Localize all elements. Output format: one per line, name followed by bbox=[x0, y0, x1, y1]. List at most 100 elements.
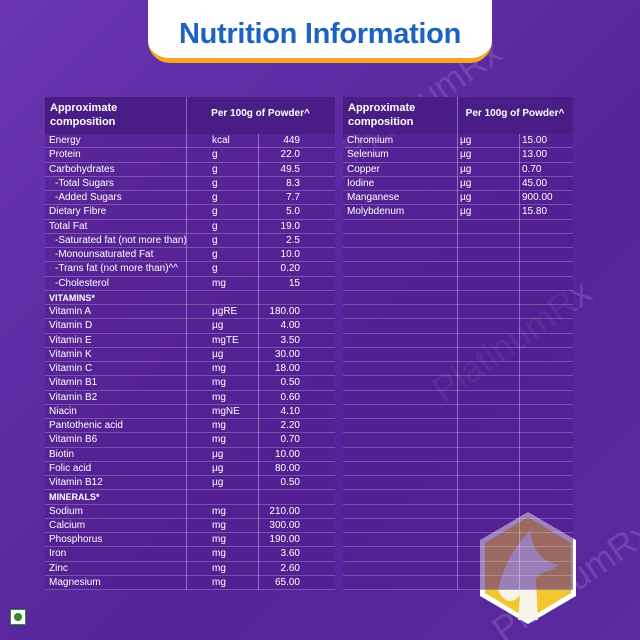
value: 49.5 bbox=[280, 163, 300, 175]
nutrient-name: Magnesium bbox=[49, 576, 101, 588]
row-divider bbox=[45, 247, 335, 248]
unit: µg bbox=[212, 448, 224, 460]
nutrient-name: Manganese bbox=[347, 192, 400, 203]
table-header bbox=[343, 97, 573, 134]
row-divider bbox=[343, 247, 573, 248]
unit: mgTE bbox=[212, 334, 239, 346]
row-divider bbox=[343, 261, 573, 263]
value: 2.60 bbox=[280, 562, 300, 574]
row-divider bbox=[343, 346, 573, 348]
value: 65.00 bbox=[274, 576, 300, 588]
row-divider bbox=[45, 432, 335, 434]
unit: g bbox=[212, 177, 218, 189]
nutrient-name: Energy bbox=[49, 135, 81, 146]
value: 4.00 bbox=[280, 320, 300, 332]
unit: mg bbox=[212, 548, 226, 560]
unit: µg bbox=[460, 206, 472, 218]
nutrient-name: Sodium bbox=[49, 505, 83, 517]
value: 5.0 bbox=[286, 206, 300, 218]
unit: g bbox=[212, 249, 218, 260]
unit: mg bbox=[212, 576, 226, 588]
nutrient-name: Molybdenum bbox=[347, 206, 405, 218]
table bbox=[45, 97, 335, 590]
unit: g bbox=[212, 220, 218, 232]
value: 449 bbox=[283, 135, 300, 146]
value: 15.80 bbox=[522, 206, 548, 218]
unit: µg bbox=[212, 348, 224, 360]
nutrient-name: Vitamin A bbox=[49, 306, 92, 317]
nutrient-name: Calcium bbox=[49, 519, 86, 531]
row-divider bbox=[45, 304, 335, 305]
unit: µg bbox=[460, 177, 472, 189]
row-divider bbox=[343, 418, 573, 419]
row-divider bbox=[45, 560, 335, 562]
row-divider bbox=[45, 574, 335, 576]
section-header: VITAMINS* bbox=[49, 292, 95, 303]
unit: mg bbox=[212, 562, 226, 574]
row-divider bbox=[343, 574, 573, 576]
row-divider bbox=[343, 460, 573, 462]
row-divider bbox=[45, 446, 335, 448]
row-divider bbox=[45, 546, 335, 548]
row-divider bbox=[45, 489, 335, 491]
value: 0.50 bbox=[280, 377, 300, 389]
row-divider bbox=[45, 332, 335, 334]
value: 7.7 bbox=[286, 192, 300, 203]
nutrient-name: Iron bbox=[49, 548, 67, 560]
nutrient-name: Niacin bbox=[49, 405, 77, 417]
unit: g bbox=[212, 163, 218, 175]
value: 210.00 bbox=[269, 505, 300, 517]
row-divider bbox=[343, 289, 573, 291]
column-header: Per 100g of Powder^ bbox=[465, 108, 565, 119]
nutrient-name: Vitamin K bbox=[49, 348, 92, 360]
unit: mg bbox=[212, 534, 226, 545]
unit: g bbox=[212, 149, 218, 161]
table bbox=[343, 97, 573, 590]
row-divider bbox=[343, 218, 573, 220]
column-divider bbox=[519, 134, 520, 590]
nutrient-name: Vitamin E bbox=[49, 334, 92, 346]
unit: µg bbox=[460, 163, 472, 175]
row-divider bbox=[45, 261, 335, 263]
table-header bbox=[45, 97, 335, 134]
column-divider bbox=[258, 134, 259, 590]
unit: mg bbox=[212, 377, 226, 389]
row-divider bbox=[343, 232, 573, 234]
value: 0.60 bbox=[280, 391, 300, 403]
value: 4.10 bbox=[280, 405, 300, 417]
row-divider bbox=[343, 161, 573, 163]
row-divider bbox=[45, 147, 335, 149]
row-divider bbox=[343, 304, 573, 305]
row-divider bbox=[45, 318, 335, 320]
nutrient-name: -Added Sugars bbox=[55, 192, 122, 203]
value: 19.0 bbox=[280, 220, 300, 232]
row-divider bbox=[45, 517, 335, 519]
value: 300.00 bbox=[269, 519, 300, 531]
nutrient-name: Copper bbox=[347, 163, 380, 175]
nutrient-name: Folic acid bbox=[49, 462, 92, 474]
value: 18.00 bbox=[274, 363, 300, 374]
unit: mg bbox=[212, 434, 226, 446]
unit: mg bbox=[212, 505, 226, 517]
unit: g bbox=[212, 192, 218, 203]
value: 900.00 bbox=[522, 192, 553, 203]
unit: g bbox=[212, 263, 218, 275]
value: 8.3 bbox=[286, 177, 300, 189]
row-divider bbox=[45, 403, 335, 405]
value: 3.50 bbox=[280, 334, 300, 346]
value: 180.00 bbox=[269, 306, 300, 317]
unit: g bbox=[212, 234, 218, 246]
nutrient-name: -Total Sugars bbox=[55, 177, 114, 189]
unit: µgRE bbox=[212, 306, 238, 317]
nutrient-name: Chromium bbox=[347, 135, 394, 146]
value: 0.50 bbox=[280, 477, 300, 488]
row-divider bbox=[343, 361, 573, 362]
nutrient-name: Vitamin B1 bbox=[49, 377, 98, 389]
row-divider bbox=[45, 175, 335, 177]
nutrient-name: Total Fat bbox=[49, 220, 88, 232]
row-divider bbox=[343, 446, 573, 448]
row-divider bbox=[45, 589, 335, 590]
row-divider bbox=[45, 232, 335, 234]
row-divider bbox=[45, 475, 335, 476]
row-divider bbox=[343, 589, 573, 590]
